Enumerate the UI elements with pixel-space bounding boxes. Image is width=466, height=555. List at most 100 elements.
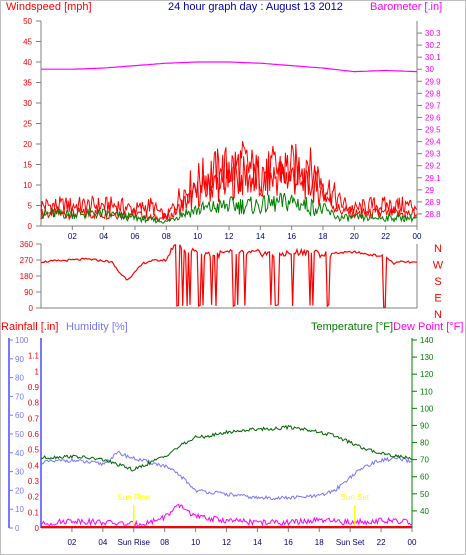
- wind-x-tick-label: 02: [68, 232, 77, 241]
- thermo-x-tick-label: 02: [67, 538, 76, 547]
- humidity-y-tick-label: 50: [15, 430, 24, 439]
- thermo-panel: 0 0.1 0.2 0.3 0.4 0.5 0.6 0.7 0.8 0.9 1 1.1 0 10 20 30…: [8, 336, 434, 547]
- humidity-y-ticks: 0 10 20 30 40 50 60 70 80 90 100: [9, 336, 29, 533]
- chart-title: 24 hour graph day : August 13 2012: [168, 1, 343, 13]
- wind-gust-line: [40, 141, 418, 220]
- rain-y-tick-label: 0.7: [28, 414, 40, 423]
- sunset-label: Sun Set: [341, 493, 370, 502]
- humidity-y-tick-label: 100: [15, 336, 29, 345]
- temp-y-tick-label: 60: [420, 473, 429, 482]
- dir-compass-label: W: [433, 260, 444, 272]
- thermo-x-ticks: 02 04 Sun Rise 08 10 12 14 16 18 Sun Set 22 00: [67, 528, 417, 547]
- rain-axis-title: Rainfall [.in]: [1, 321, 58, 333]
- barometer-line: [41, 61, 418, 73]
- sunrise-label: Sun Rise: [118, 493, 151, 502]
- wind-x-tick-label: 14: [256, 232, 265, 241]
- baro-y-tick-label: 29.1: [425, 174, 441, 183]
- humidity-y-tick-label: 40: [15, 449, 24, 458]
- dir-y-ticks: 0 90 180 270 360: [20, 240, 41, 313]
- dir-y-tick-label: 180: [20, 272, 34, 281]
- baro-y-tick-label: 30.3: [425, 29, 441, 38]
- thermo-x-tick-label: 08: [160, 538, 169, 547]
- sun-markers: Sun Rise Sun Set: [118, 493, 370, 526]
- thermo-x-tick-label: Sun Rise: [118, 538, 151, 547]
- baro-y-tick-label: 30.1: [425, 53, 441, 62]
- wind-y-tick-label: 25: [23, 120, 32, 129]
- thermo-x-tick-label: Sun Set: [336, 538, 365, 547]
- baro-y-tick-label: 29.2: [425, 162, 441, 171]
- baro-axis-title: Barometer [.in]: [370, 1, 442, 13]
- wind-axis-title: Windspeed [mph]: [6, 1, 92, 13]
- baro-y-tick-label: 29.4: [425, 138, 441, 147]
- wind-y-tick-label: 20: [23, 140, 32, 149]
- rain-y-tick-label: 1.1: [28, 352, 40, 361]
- rain-y-tick-label: 0.6: [28, 430, 40, 439]
- thermo-x-tick-label: 00: [408, 538, 417, 547]
- temp-y-tick-label: 90: [420, 421, 429, 430]
- rain-y-tick-label: 0.1: [28, 508, 40, 517]
- wind-x-tick-label: 04: [99, 232, 108, 241]
- thermo-series-group: [40, 424, 413, 528]
- rain-y-tick-label: 0.3: [28, 477, 40, 486]
- temp-y-tick-label: 130: [420, 353, 434, 362]
- humidity-y-tick-label: 20: [15, 486, 24, 495]
- wind-y-tick-label: 15: [23, 161, 32, 170]
- dir-compass-label: E: [434, 293, 441, 305]
- windspeed-line: [40, 156, 417, 222]
- rain-y-tick-label: 0.8: [28, 399, 40, 408]
- thermo-x-tick-label: 12: [222, 538, 231, 547]
- rain-y-tick-label: 1: [35, 367, 40, 376]
- temp-y-tick-label: 50: [420, 490, 429, 499]
- wind-y-tick-label: 50: [23, 17, 32, 26]
- temp-y-tick-label: 70: [420, 456, 429, 465]
- dew-axis-title: Dew Point [°F]: [393, 321, 463, 333]
- humidity-axis-title: Humidity [%]: [66, 321, 128, 333]
- temp-y-tick-label: 110: [420, 387, 433, 396]
- humidity-y-tick-label: 90: [15, 355, 24, 364]
- temp-y-ticks: 40 50 60 70 80 90 100 110 120 130 140: [412, 336, 434, 516]
- wind-x-tick-label: 10: [193, 232, 202, 241]
- dir-compass-label: N: [434, 243, 442, 255]
- wind-x-tick-label: 12: [225, 232, 234, 241]
- baro-y-tick-label: 30: [425, 65, 434, 74]
- humidity-y-tick-label: 0: [15, 524, 20, 533]
- rain-y-tick-label: 0.2: [28, 493, 40, 502]
- dir-y-tick-label: 90: [24, 288, 33, 297]
- rain-y-ticks: 0 0.1 0.2 0.3 0.4 0.5 0.6 0.7 0.8 0.9 1 1.1: [28, 352, 40, 533]
- wind-x-tick-label: 00: [413, 232, 422, 241]
- wind-average-line: [40, 192, 418, 224]
- baro-y-tick-label: 28.9: [425, 198, 441, 207]
- thermo-x-tick-label: 10: [191, 538, 200, 547]
- dew-point-line: [40, 503, 413, 528]
- rain-y-tick-label: 0.5: [28, 446, 40, 455]
- baro-y-ticks: 28.8 28.9 29 29.1 29.2 29.3 29.4 29.5 29.6 29.7 29…: [417, 29, 441, 219]
- baro-y-tick-label: 29.5: [425, 126, 441, 135]
- thermo-x-tick-label: 18: [315, 538, 324, 547]
- baro-y-tick-label: 29.9: [425, 77, 441, 86]
- temp-y-tick-label: 140: [420, 336, 434, 345]
- thermo-x-tick-label: 22: [377, 538, 386, 547]
- wind-y-tick-label: 40: [23, 58, 32, 67]
- humidity-line: [40, 450, 413, 501]
- wind-x-tick-label: 20: [350, 232, 359, 241]
- wind-x-tick-label: 06: [131, 232, 140, 241]
- humidity-y-tick-label: 70: [15, 392, 24, 401]
- thermo-x-tick-label: 14: [253, 538, 262, 547]
- humidity-y-tick-label: 10: [15, 505, 24, 514]
- wind-x-ticks: 02 04 06 08 10 12 14 16 18 20 22 00: [68, 226, 422, 241]
- wind-x-tick-label: 16: [287, 232, 296, 241]
- baro-y-tick-label: 28.8: [425, 210, 441, 219]
- thermo-x-tick-label: 04: [98, 538, 107, 547]
- dir-y-tick-label: 360: [20, 240, 34, 249]
- temp-y-tick-label: 80: [420, 439, 429, 448]
- wind-y-tick-label: 30: [23, 99, 32, 108]
- wind-y-tick-label: 45: [23, 38, 32, 47]
- baro-y-tick-label: 29.3: [425, 150, 441, 159]
- wind-x-tick-label: 22: [381, 232, 390, 241]
- baro-y-tick-label: 29.6: [425, 113, 441, 122]
- baro-y-tick-label: 29.7: [425, 101, 441, 110]
- humidity-y-tick-label: 30: [15, 468, 24, 477]
- humidity-y-tick-label: 80: [15, 374, 24, 383]
